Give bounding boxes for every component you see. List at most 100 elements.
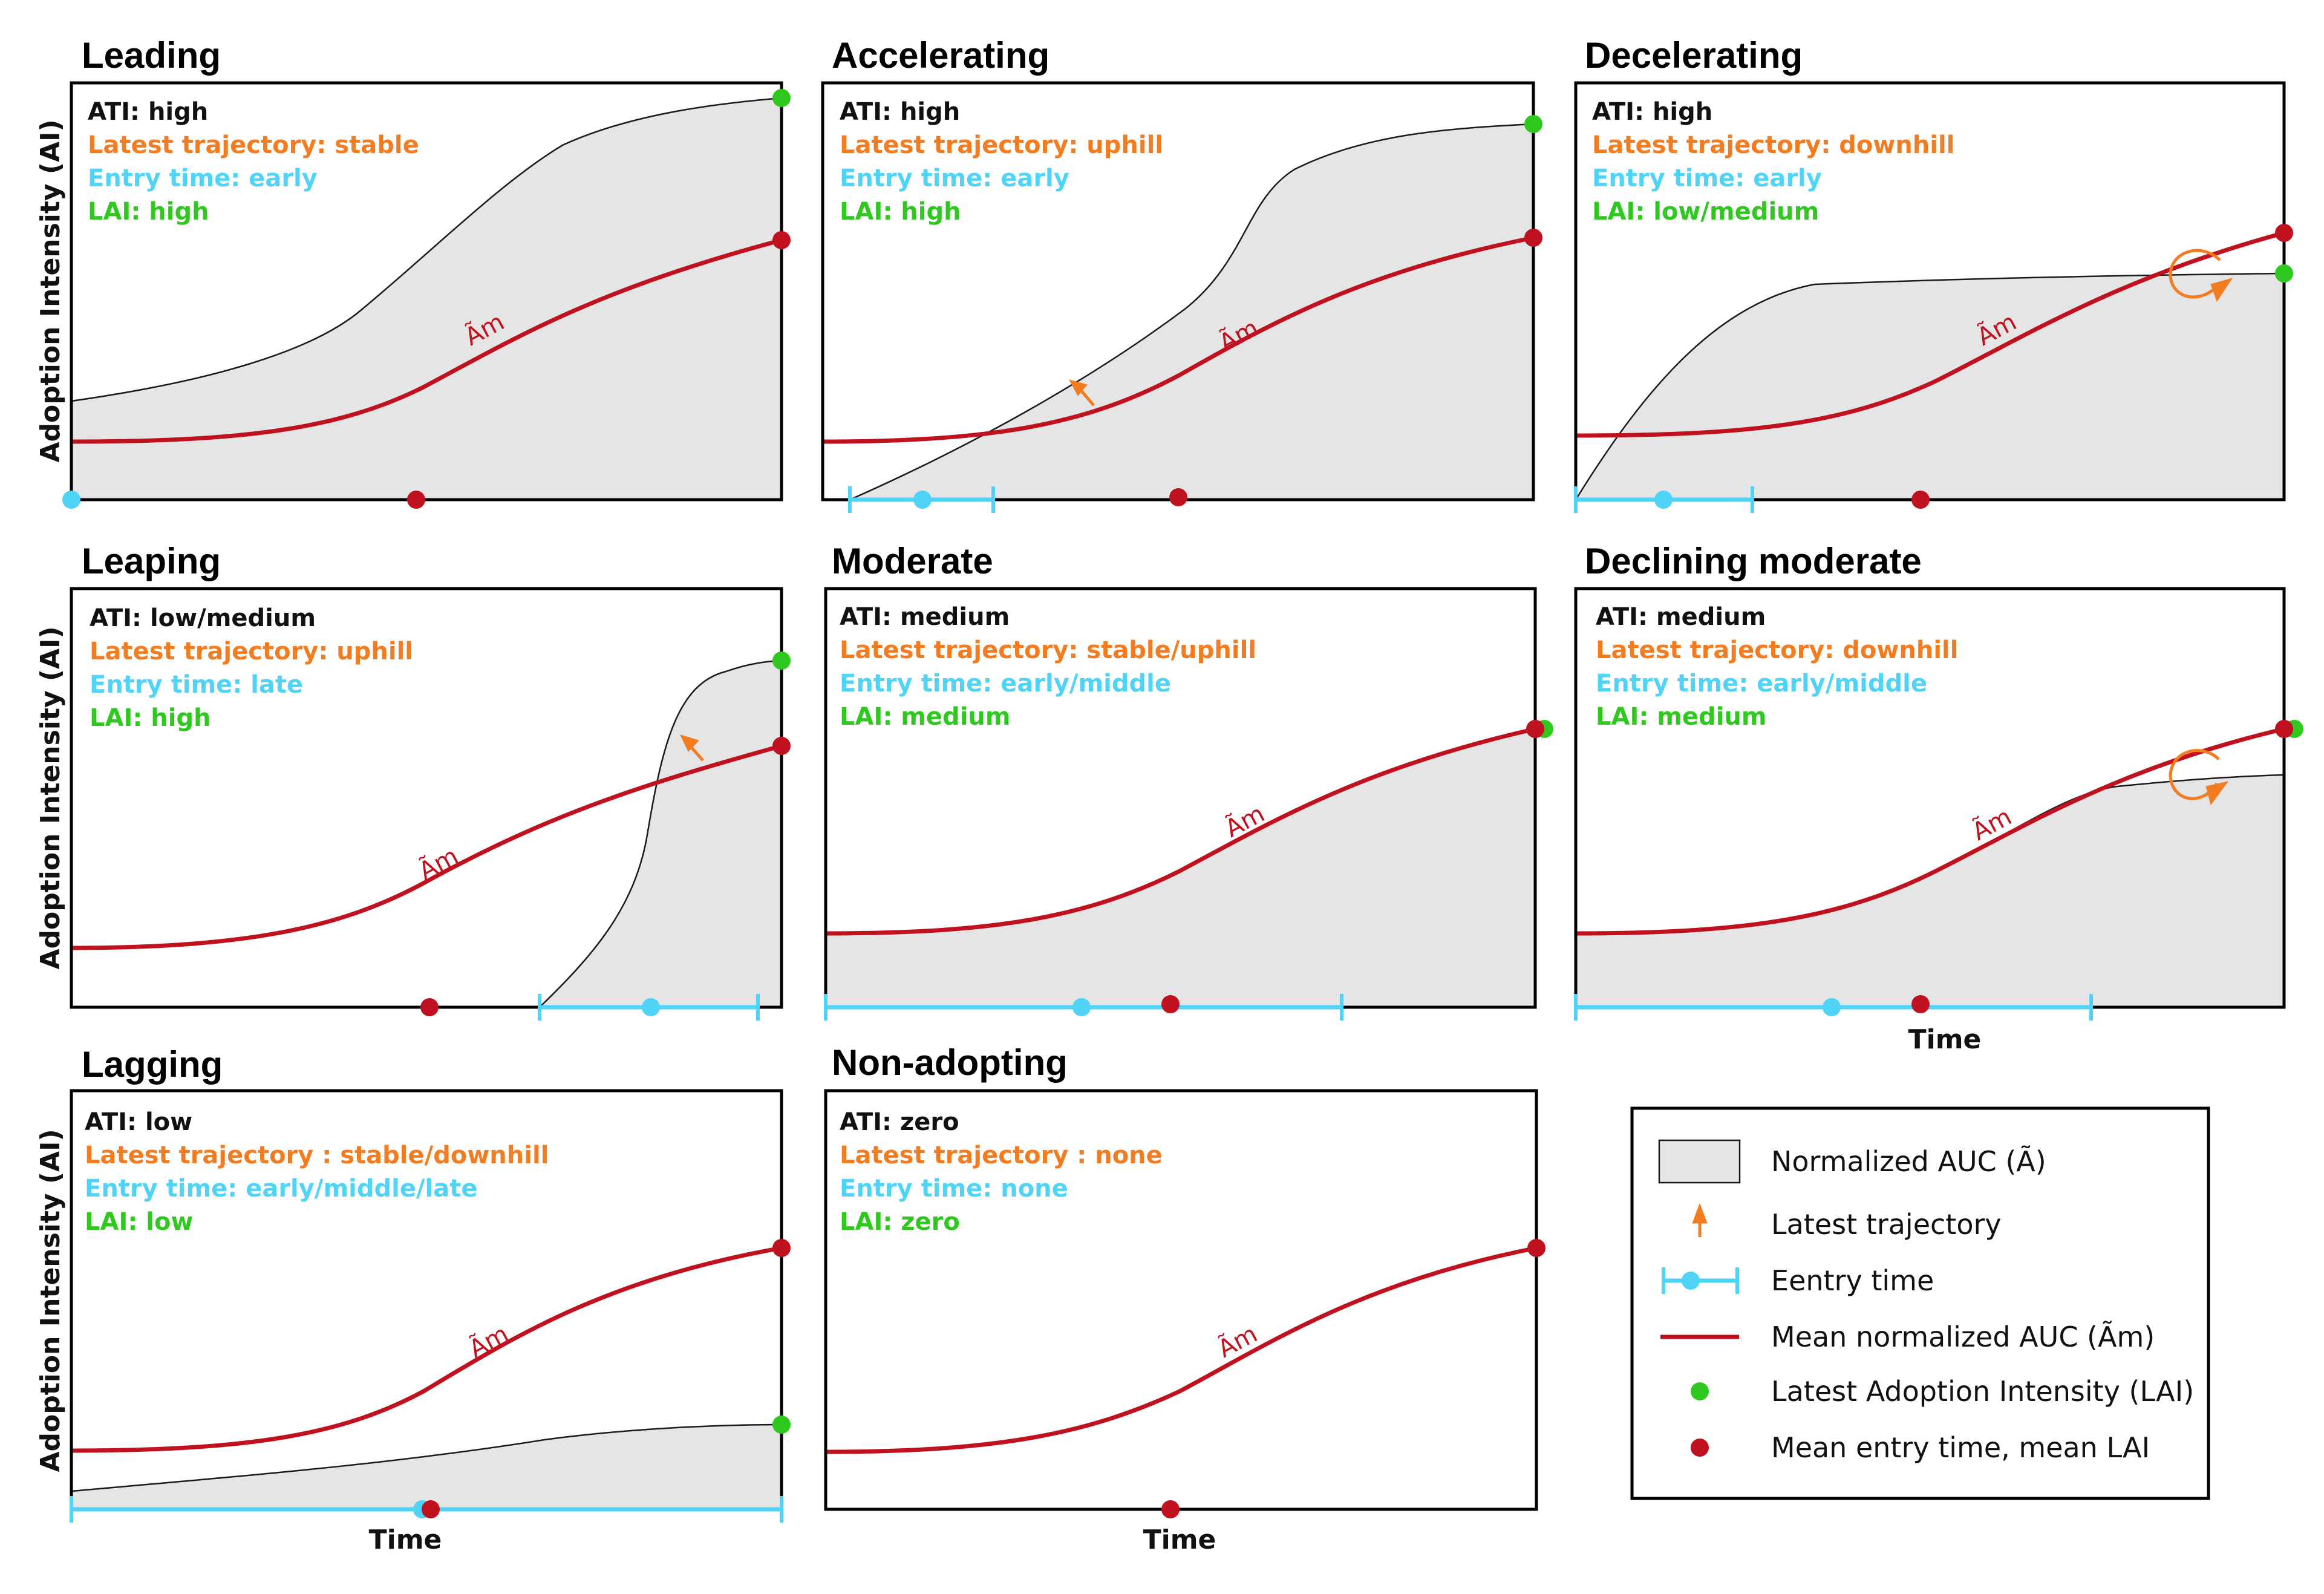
legend-item-mean-entry: Mean entry time, mean LAI: [1691, 1431, 2150, 1464]
panel-frame: [824, 1089, 1538, 1511]
lai-text: LAI: zero: [840, 1208, 960, 1236]
trajectory-text: Latest trajectory : none: [840, 1142, 1163, 1169]
mean-entry-time-dot: [420, 998, 439, 1016]
panel-accelerating: Accelerating Ãm ATI: high Latest traject…: [821, 35, 1542, 513]
lai-dot-icon: [1691, 1382, 1709, 1400]
legend-item-mean-auc: Mean normalized AUC (Ãm): [1660, 1321, 2155, 1353]
panel-title: Lagging: [82, 1044, 223, 1085]
mean-auc-curve: [825, 727, 1536, 936]
auc-area: [824, 728, 1536, 1008]
auc-swatch: [1658, 1139, 1741, 1184]
y-axis-label: Adoption Intensity (AI): [35, 119, 66, 462]
legend-item-lai: Latest Adoption Intensity (LAI): [1691, 1375, 2194, 1408]
x-axis-label: Time: [1908, 1024, 1982, 1055]
mean-dot-icon: [1691, 1439, 1709, 1457]
entry-time-icon: [1682, 1272, 1700, 1290]
panel-title: Leaping: [82, 541, 221, 581]
legend: Normalized AUC (Ã) Latest trajectory Een…: [1630, 1106, 2210, 1500]
mean-auc-label: Ãm: [1213, 1319, 1262, 1364]
mean-auc-curve: [71, 1246, 782, 1453]
mean-entry-time-dot: [407, 491, 425, 509]
entry-time-text: Entry time: early/middle: [840, 670, 1171, 697]
auc-area: [70, 97, 783, 501]
entry-time-dot: [642, 998, 660, 1016]
lai-text: LAI: low/medium: [1592, 198, 1819, 226]
entry-time-text: Entry time: early: [840, 165, 1069, 192]
lai-text: LAI: high: [90, 704, 211, 732]
entry-time-dot: [62, 491, 80, 509]
panel-title: Declining moderate: [1585, 541, 1922, 581]
mean-lai-dot: [1527, 1239, 1546, 1257]
legend-item-entry: Eentry time: [1662, 1264, 1934, 1297]
entry-time-text: Entry time: none: [840, 1175, 1068, 1203]
trajectory-text: Latest trajectory : stable/downhill: [85, 1142, 549, 1169]
auc-area: [537, 659, 783, 1008]
mean-entry-time-dot: [1161, 995, 1180, 1013]
mean-lai-dot: [1526, 720, 1544, 738]
mean-lai-dot: [772, 1239, 791, 1257]
lai-text: LAI: low: [85, 1208, 193, 1236]
auc-area: [70, 1423, 783, 1511]
lai-text: LAI: medium: [840, 703, 1011, 731]
entry-time-text: Entry time: early/middle/late: [85, 1175, 478, 1203]
legend-label: Normalized AUC (Ã): [1771, 1145, 2046, 1178]
auc-area: [1575, 774, 2285, 1008]
trajectory-text: Latest trajectory: stable: [88, 131, 419, 159]
auc-area: [1574, 272, 2285, 501]
trajectory-arrow: [680, 734, 704, 762]
panel-leading: Leading Ãm ATI: high Latest trajectory: …: [35, 35, 791, 509]
mean-auc-curve: [825, 1246, 1537, 1454]
mean-lai-dot: [772, 737, 791, 755]
entry-time-text: Entry time: late: [90, 671, 303, 699]
panel-title: Decelerating: [1585, 35, 1803, 76]
panel-frame: [70, 81, 783, 501]
panel-lagging: Lagging Ãm ATI: low Latest trajectory : …: [35, 1044, 791, 1555]
mean-lai-dot: [2275, 224, 2293, 242]
panel-frame: [1574, 81, 2286, 501]
legend-label: Mean normalized AUC (Ãm): [1771, 1321, 2155, 1353]
mean-lai-dot: [1524, 229, 1542, 247]
panel-decelerating: Decelerating Ãm ATI: high Latest traject…: [1574, 35, 2293, 513]
trajectory-text: Latest trajectory: downhill: [1596, 636, 1958, 664]
mean-lai-dot: [2275, 720, 2293, 738]
lai-text: LAI: medium: [1596, 703, 1767, 731]
entry-time-text: Entry time: early/middle: [1596, 670, 1927, 697]
y-axis-label: Adoption Intensity (AI): [35, 1129, 66, 1472]
panel-title: Non-adopting: [832, 1042, 1068, 1083]
mean-auc-curve: [71, 743, 782, 950]
legend-label: Mean entry time, mean LAI: [1771, 1431, 2150, 1464]
legend-label: Eentry time: [1771, 1264, 1934, 1297]
ati-text: ATI: zero: [840, 1108, 959, 1136]
panel-title: Accelerating: [832, 35, 1049, 76]
panel-leaping: Leaping Ãm ATI: low/medium Latest trajec…: [35, 541, 791, 1021]
entry-time-text: Entry time: early: [1592, 165, 1822, 192]
lai-text: LAI: high: [840, 198, 961, 226]
mean-lai-dot: [772, 231, 791, 249]
ati-text: ATI: high: [88, 98, 208, 126]
panel-title: Moderate: [832, 541, 993, 581]
lai-text: LAI: high: [88, 198, 209, 226]
trajectory-text: Latest trajectory: uphill: [90, 638, 413, 665]
entry-time-dot: [1654, 491, 1673, 509]
ati-text: ATI: medium: [1596, 603, 1766, 631]
mean-auc-label: Ãm: [464, 1319, 513, 1364]
lai-dot: [1524, 115, 1542, 133]
legend-label: Latest Adoption Intensity (LAI): [1771, 1375, 2194, 1408]
legend-item-auc: Normalized AUC (Ã): [1658, 1139, 2046, 1184]
ati-text: ATI: high: [1592, 98, 1712, 126]
trajectory-text: Latest trajectory: uphill: [840, 131, 1163, 159]
mean-auc-curve: [71, 238, 782, 444]
panel-non-adopting: Non-adopting Ãm ATI: zero Latest traject…: [824, 1042, 1546, 1555]
entry-time-text: Entry time: early: [88, 165, 318, 192]
mean-auc-curve: [1575, 727, 2285, 936]
ati-text: ATI: high: [840, 98, 960, 126]
lai-dot: [772, 652, 791, 670]
legend-item-trajectory: Latest trajectory: [1692, 1203, 2002, 1241]
lai-dot: [2275, 264, 2293, 283]
mean-auc-curve: [822, 235, 1534, 444]
trajectory-arrow-icon: [1692, 1203, 1708, 1224]
legend-frame: [1630, 1106, 2210, 1500]
ati-text: ATI: low/medium: [90, 604, 316, 632]
mean-entry-time-dot: [1169, 488, 1187, 506]
trajectory-text: Latest trajectory: stable/uphill: [840, 636, 1256, 664]
